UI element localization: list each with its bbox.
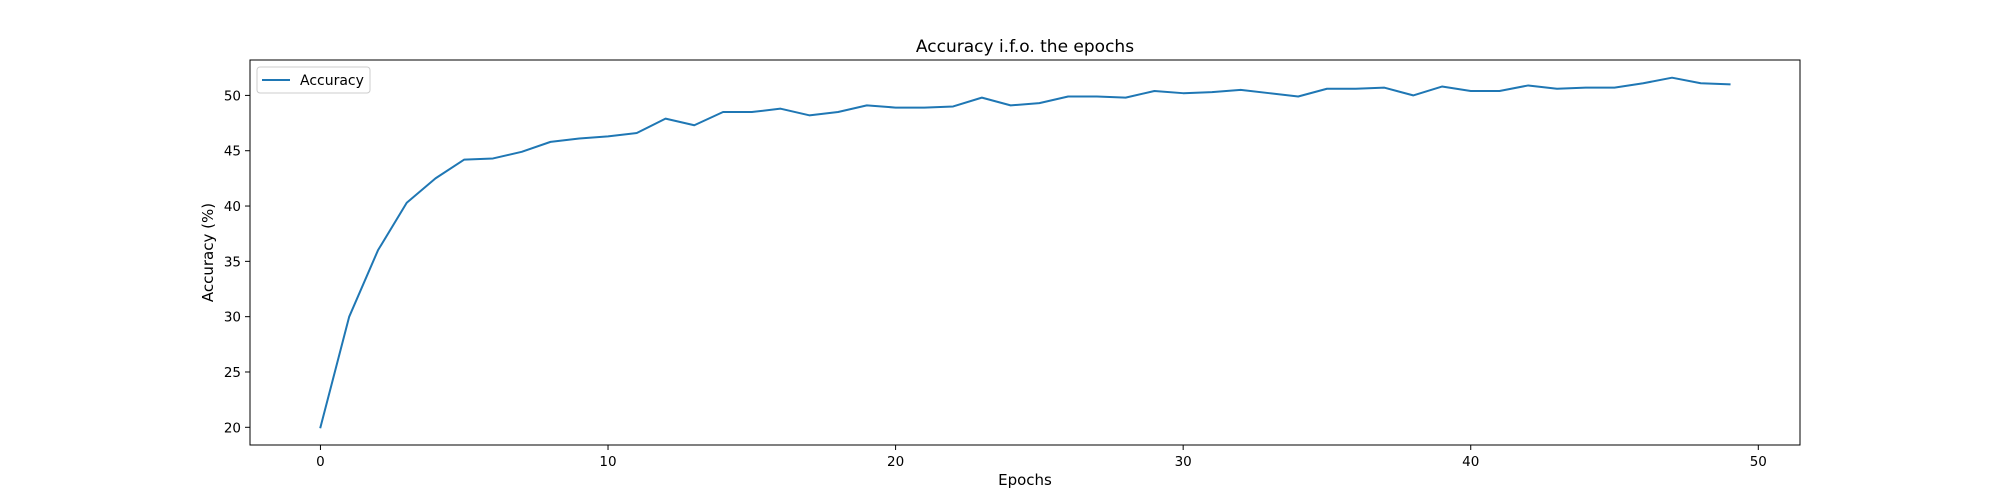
series-layer	[319, 76, 1731, 429]
legend: Accuracy	[256, 66, 371, 94]
y-axis-ticks: 20 25 30 35 40 45 50	[224, 88, 250, 436]
y-tick-label: 35	[224, 254, 241, 270]
legend-label-accuracy: Accuracy	[300, 73, 364, 89]
x-tick-label: 10	[599, 454, 616, 470]
chart-title: Accuracy i.f.o. the epochs	[916, 37, 1134, 57]
y-axis-label: Accuracy (%)	[199, 203, 217, 302]
x-tick-label: 50	[1750, 454, 1767, 470]
plot-frame	[249, 59, 1801, 446]
y-tick-label: 25	[224, 365, 241, 381]
x-axis-ticks: 0 10 20 30 40 50	[316, 445, 1767, 470]
y-tick-label: 30	[224, 310, 241, 326]
x-tick-label: 30	[1175, 454, 1192, 470]
y-tick-label: 20	[224, 420, 241, 436]
y-tick-label: 45	[224, 144, 241, 160]
y-tick-label: 50	[224, 88, 241, 104]
legend-box	[256, 66, 371, 94]
x-tick-label: 40	[1462, 454, 1479, 470]
series-line-accuracy	[319, 76, 1731, 429]
y-tick-label: 40	[224, 199, 241, 215]
x-axis-label: Epochs	[998, 471, 1052, 489]
x-tick-label: 0	[316, 454, 325, 470]
x-tick-label: 20	[887, 454, 904, 470]
